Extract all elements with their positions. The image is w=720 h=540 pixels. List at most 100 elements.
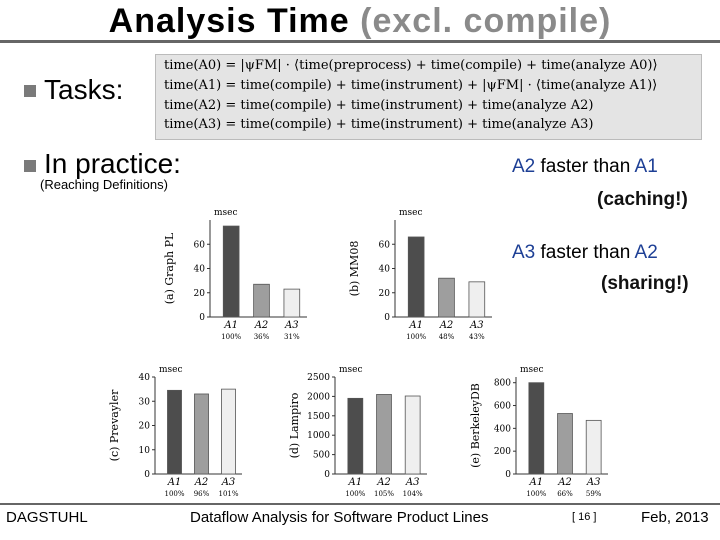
chart-lampiro: (d) Lampiro msec 0 500 1000 1500 2000 2500 A1 100…: [288, 365, 427, 498]
y-tick-label: 0: [324, 470, 330, 480]
title-rule: [0, 40, 720, 43]
chart-unit: msec: [339, 365, 363, 375]
chart-graph-pl: (a) Graph PL msec 0 20 40 60 A1 100% A2 36% A3 31%: [163, 208, 307, 341]
bullet-practice: In practice:: [44, 148, 181, 179]
footer-talk-title: Dataflow Analysis for Software Product L…: [190, 509, 489, 526]
chart-label: (c) Prevayler: [108, 389, 121, 461]
y-tick-label: 600: [494, 402, 511, 412]
chart-unit: msec: [214, 208, 238, 218]
chart-label: (a) Graph PL: [163, 232, 176, 304]
bar-a3: [283, 288, 301, 318]
chart-unit: msec: [159, 365, 183, 375]
chart-label: (e) BerkeleyDB: [469, 383, 482, 468]
bar-a1: [528, 382, 545, 475]
footer-date: Feb, 2013: [641, 509, 709, 526]
bar-a1: [347, 397, 364, 475]
reason-sharing: (sharing!): [601, 273, 689, 294]
y-tick-label: 0: [144, 470, 150, 480]
x-tick-label: A2: [557, 477, 572, 488]
percent-label: 48%: [439, 333, 455, 341]
percent-label: 104%: [403, 490, 423, 498]
bar-a2: [376, 394, 392, 475]
title-parenthetical: (excl. compile): [360, 2, 612, 40]
formula-a0: time(A0) = |ψFM| · ⟨time(preprocess) + t…: [164, 58, 658, 73]
cmp2-mid: faster than: [540, 242, 631, 263]
y-tick-label: 200: [494, 447, 511, 457]
percent-label: 36%: [254, 333, 270, 341]
y-tick-label: 1500: [307, 412, 330, 422]
bar-a3: [585, 419, 602, 475]
percent-label: 100%: [345, 490, 365, 498]
percent-label: 100%: [164, 490, 184, 498]
y-tick-label: 30: [139, 397, 151, 407]
bar-a3: [221, 388, 236, 475]
chart-prevayler: (c) Prevayler msec 0 10 20 30 40 A1 100% A2 96% A3 1…: [108, 365, 242, 498]
bar-a3: [468, 281, 486, 318]
x-tick-label: A2: [376, 477, 391, 488]
x-tick-label: A2: [254, 320, 269, 331]
bullet-square-icon: [24, 160, 36, 172]
bullet-square-icon: [24, 85, 36, 97]
bar-a1: [222, 225, 240, 318]
footer-rule: [0, 503, 720, 505]
y-tick-label: 1000: [307, 431, 330, 441]
percent-label: 66%: [557, 490, 573, 498]
y-tick-label: 2000: [307, 392, 330, 402]
percent-label: 59%: [586, 490, 602, 498]
x-tick-label: A1: [223, 320, 238, 331]
y-tick-label: 40: [139, 373, 151, 383]
cmp2-b: A2: [634, 242, 658, 263]
footer-venue: DAGSTUHL: [6, 509, 88, 526]
reason-caching: (caching!): [597, 189, 688, 210]
y-tick-label: 40: [379, 265, 391, 275]
percent-label: 100%: [526, 490, 546, 498]
chart-unit: msec: [520, 365, 544, 375]
slide-title: Analysis Time (excl. compile): [0, 2, 720, 41]
y-tick-label: 0: [199, 313, 205, 323]
practice-note: (Reaching Definitions): [40, 177, 168, 192]
x-tick-label: A1: [167, 477, 182, 488]
title-main: Analysis Time: [108, 2, 350, 40]
chart-mm08: (b) MM08 msec 0 20 40 60 A1 100% A2 48% A3 43%: [348, 208, 492, 341]
chart-label: (b) MM08: [348, 241, 361, 297]
y-tick-label: 800: [494, 379, 511, 389]
cmp1-b: A1: [634, 156, 658, 177]
y-tick-label: 20: [379, 289, 391, 299]
formula-a3: time(A3) = time(compile) + time(instrume…: [164, 117, 594, 132]
x-tick-label: A1: [348, 477, 363, 488]
x-tick-label: A3: [405, 477, 420, 488]
cmp1-a: A2: [512, 156, 536, 177]
y-tick-label: 10: [139, 446, 151, 456]
cmp2-a: A3: [512, 242, 536, 263]
cmp1-mid: faster than: [540, 156, 631, 177]
formula-a1: time(A1) = time(compile) + time(instrume…: [164, 78, 658, 93]
x-tick-label: A1: [529, 477, 544, 488]
percent-label: 43%: [469, 333, 485, 341]
bar-a3: [404, 395, 421, 475]
percent-label: 101%: [218, 490, 238, 498]
formula-a2: time(A2) = time(compile) + time(instrume…: [164, 98, 594, 113]
x-tick-label: A3: [221, 477, 236, 488]
y-tick-label: 500: [313, 451, 330, 461]
y-tick-label: 20: [139, 422, 151, 432]
bar-a2: [253, 283, 270, 318]
y-tick-label: 20: [194, 289, 206, 299]
bar-a2: [438, 277, 455, 318]
x-tick-label: A2: [439, 320, 454, 331]
y-tick-label: 60: [194, 240, 206, 250]
x-tick-label: A3: [469, 320, 484, 331]
x-tick-label: A3: [284, 320, 299, 331]
y-tick-label: 0: [384, 313, 390, 323]
percent-label: 105%: [374, 490, 394, 498]
chart-berkeleydb: (e) BerkeleyDB msec 0 200 400 600 800 A1 100% A2 6…: [469, 365, 608, 498]
formula-box: time(A0) = |ψFM| · ⟨time(preprocess) + t…: [155, 54, 702, 140]
percent-label: 100%: [406, 333, 426, 341]
bar-a1: [407, 236, 425, 318]
percent-label: 100%: [221, 333, 241, 341]
bullet-tasks: Tasks:: [44, 74, 124, 105]
bar-a2: [557, 413, 573, 475]
chart-unit: msec: [399, 208, 423, 218]
x-tick-label: A2: [194, 477, 209, 488]
percent-label: 31%: [284, 333, 300, 341]
y-tick-label: 400: [494, 424, 511, 434]
